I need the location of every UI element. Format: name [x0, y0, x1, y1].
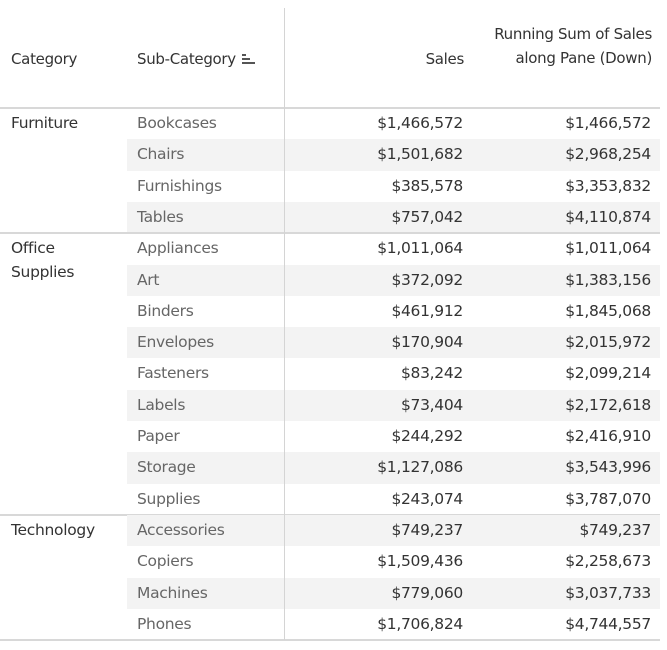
pane-divider: [0, 107, 660, 109]
sales-cell: $1,466,572: [377, 114, 463, 132]
sub-category-cell: Paper: [137, 427, 180, 445]
table-row[interactable]: Storage $1,127,086 $3,543,996: [127, 452, 660, 484]
sort-descending-icon[interactable]: [241, 52, 255, 66]
pane-divider: [0, 232, 660, 235]
table-row[interactable]: Machines $779,060 $3,037,733: [127, 577, 660, 609]
running-sum-cell: $2,015,972: [565, 333, 651, 352]
sub-category-cell: Storage: [137, 458, 196, 477]
sub-category-cell: Art: [137, 270, 160, 289]
header-sub-category-label: Sub-Category: [137, 50, 236, 68]
column-divider: [284, 8, 285, 640]
table-row[interactable]: Labels $73,404 $2,172,618: [127, 389, 660, 421]
sales-cell: $83,242: [401, 364, 463, 383]
table-row[interactable]: Bookcases $1,466,572 $1,466,572: [127, 108, 660, 139]
running-sum-cell: $3,787,070: [565, 489, 651, 508]
sub-category-cell: Binders: [137, 301, 194, 320]
table-row[interactable]: Appliances $1,011,064 $1,011,064: [127, 233, 660, 264]
sales-cell: $757,042: [391, 207, 463, 226]
running-sum-cell: $3,037,733: [565, 583, 651, 602]
sales-cell: $749,237: [391, 520, 463, 539]
sales-cell: $461,912: [391, 301, 463, 320]
sub-category-cell: Labels: [137, 395, 186, 414]
sales-cell: $243,074: [391, 489, 463, 508]
pane-divider: [0, 639, 660, 642]
category-cell: Office Supplies: [11, 239, 75, 282]
table-row[interactable]: Phones $1,706,824 $4,744,557: [127, 609, 660, 640]
header-sales[interactable]: Sales: [425, 50, 465, 68]
running-sum-cell: $3,543,996: [565, 458, 651, 477]
table-row[interactable]: Envelopes $170,904 $2,015,972: [127, 327, 660, 359]
sales-cell: $1,011,064: [377, 239, 463, 258]
sub-category-cell: Fasteners: [137, 364, 209, 383]
running-sum-cell: $2,968,254: [565, 145, 651, 164]
sales-cell: $73,404: [401, 395, 463, 414]
table-row[interactable]: Fasteners $83,242 $2,099,214: [127, 358, 660, 389]
table-row[interactable]: Chairs $1,501,682 $2,968,254: [127, 139, 660, 171]
sub-category-cell: Tables: [137, 207, 184, 226]
running-sum-cell: $1,383,156: [565, 270, 651, 289]
header-category[interactable]: Category: [11, 50, 78, 68]
sub-category-cell: Chairs: [137, 145, 185, 164]
sub-category-cell: Copiers: [137, 552, 194, 571]
running-sum-cell: $2,258,673: [565, 552, 651, 571]
sales-cell: $244,292: [391, 427, 463, 445]
sub-category-cell: Appliances: [137, 239, 219, 258]
running-sum-cell: $749,237: [579, 520, 651, 539]
running-sum-cell: $2,416,910: [565, 427, 651, 445]
running-sum-cell: $3,353,832: [565, 176, 651, 195]
sub-category-cell: Machines: [137, 583, 208, 602]
running-sum-cell: $4,744,557: [565, 614, 651, 633]
table-row[interactable]: Tables $757,042 $4,110,874: [127, 201, 660, 234]
sales-cell: $1,501,682: [377, 145, 463, 164]
table-row[interactable]: Paper $244,292 $2,416,910: [127, 421, 660, 452]
category-cell: Technology: [11, 520, 95, 539]
sales-cell: $1,127,086: [377, 458, 463, 477]
header-running-sum[interactable]: Running Sum of Sales along Pane (Down): [494, 25, 652, 67]
table-row[interactable]: Copiers $1,509,436 $2,258,673: [127, 546, 660, 577]
sub-category-cell: Phones: [137, 614, 192, 633]
category-cell: Furniture: [11, 114, 78, 132]
running-sum-cell: $1,466,572: [565, 114, 651, 132]
running-sum-cell: $4,110,874: [565, 207, 651, 226]
table-row[interactable]: Art $372,092 $1,383,156: [127, 264, 660, 296]
sales-cell: $1,706,824: [377, 614, 463, 633]
sales-cell: $779,060: [391, 583, 463, 602]
sub-category-cell: Furnishings: [137, 176, 222, 195]
running-sum-cell: $2,099,214: [565, 364, 651, 383]
running-sum-cell: $1,845,068: [565, 301, 651, 320]
sub-category-cell: Accessories: [137, 520, 225, 539]
table-row[interactable]: Supplies $243,074 $3,787,070: [127, 484, 660, 515]
sub-category-cell: Bookcases: [137, 114, 217, 132]
running-sum-cell: $1,011,064: [565, 239, 651, 258]
sales-cell: $372,092: [391, 270, 463, 289]
header-sub-category[interactable]: Sub-Category: [137, 50, 255, 68]
table-row[interactable]: Accessories $749,237 $749,237: [127, 514, 660, 547]
sales-cell: $385,578: [391, 176, 463, 195]
sub-category-cell: Envelopes: [137, 333, 214, 352]
sub-category-cell: Supplies: [137, 489, 201, 508]
table-row[interactable]: Binders $461,912 $1,845,068: [127, 296, 660, 327]
sales-cell: $170,904: [391, 333, 463, 352]
sales-cell: $1,509,436: [377, 552, 463, 571]
table-row[interactable]: Furnishings $385,578 $3,353,832: [127, 171, 660, 202]
running-sum-cell: $2,172,618: [565, 395, 651, 414]
